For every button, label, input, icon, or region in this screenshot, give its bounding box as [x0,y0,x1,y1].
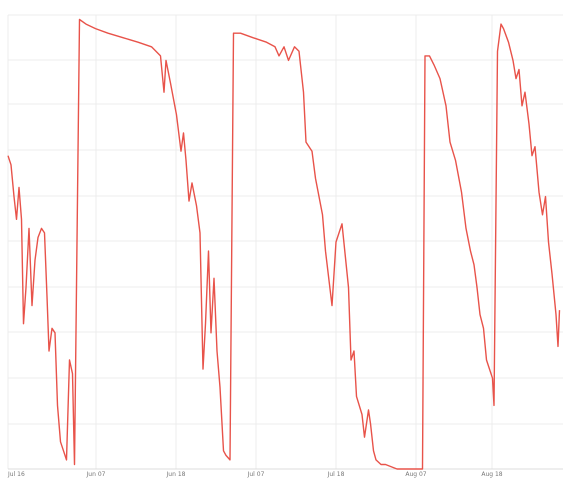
x-tick-label: Jul 16 [7,471,25,478]
series-line [7,18,561,470]
x-tick-label: Jul 18 [327,471,345,478]
x-tick-label: Jun 18 [166,471,186,478]
x-tick-label: Jun 07 [86,471,106,478]
x-tick-label: Jul 07 [247,471,265,478]
x-tick-label: Aug 07 [405,471,426,478]
series-layer [7,18,561,470]
grid [7,14,563,470]
x-axis: Jul 16 Jun 07 Jun 18 Jul 07 Jul 18 Aug 07 Aug … [7,468,563,478]
x-tick-label: Aug 18 [481,471,502,478]
